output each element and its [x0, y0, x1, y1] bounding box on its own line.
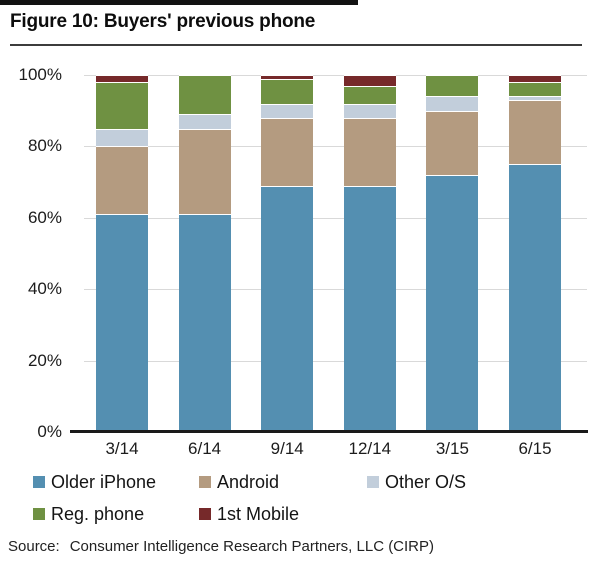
gridline: [84, 289, 587, 291]
legend-label: 1st Mobile: [217, 503, 300, 524]
legend-label: Other O/S: [385, 471, 467, 492]
bar-segment-6-14-android: [178, 128, 231, 215]
source-text: Source: Consumer Intelligence Research Pa…: [8, 538, 434, 555]
y-axis-tick-label: 20%: [27, 350, 62, 370]
legend-item-1st-mobile: 1st Mobile: [199, 503, 299, 525]
bar-segment-3-14-other-o-s: [96, 128, 148, 147]
source-value: Consumer Intelligence Research Partners,…: [69, 538, 435, 555]
x-axis-label: 3/15: [435, 439, 469, 458]
bar-segment-12-14-reg-phone: [343, 85, 396, 104]
bar-segment-6-14-other-o-s: [178, 114, 231, 129]
bar-segment-3-14-1st-mobile: [96, 75, 148, 83]
legend-label: Reg. phone: [51, 503, 145, 524]
legend-item-reg-phone: Reg. phone: [33, 503, 144, 525]
bar-segment-9-14-android: [261, 117, 314, 186]
bar-segment-12-14-older-iphone: [343, 185, 396, 432]
plot-area: [84, 75, 587, 432]
bar-segment-6-15-older-iphone: [509, 164, 561, 432]
legend-label: Android: [217, 471, 280, 492]
gridline: [84, 146, 587, 148]
y-axis-tick-label: 0%: [37, 422, 62, 441]
legend-item-older-iphone: Older iPhone: [33, 471, 156, 493]
gridline: [84, 360, 587, 362]
x-axis-label: 6/14: [188, 439, 222, 458]
legend-label: Older iPhone: [51, 471, 157, 492]
y-axis-tick-label: 80%: [27, 136, 62, 156]
y-axis-tick-label: 60%: [27, 207, 62, 227]
legend-swatch: [33, 476, 45, 488]
legend-swatch: [199, 508, 211, 520]
bar-segment-12-14-other-o-s: [343, 103, 396, 118]
legend-swatch: [367, 476, 379, 488]
bar-segment-3-15-reg-phone: [426, 75, 479, 97]
x-axis-label: 3/14: [105, 439, 139, 458]
legend-item-android: Android: [199, 471, 279, 493]
bar-segment-9-14-other-o-s: [261, 103, 314, 118]
bar-segment-3-15-other-o-s: [426, 96, 479, 111]
x-axis-line: [70, 430, 588, 433]
legend-swatch: [33, 508, 45, 520]
bar-segment-6-14-reg-phone: [178, 75, 231, 115]
bar-segment-9-14-reg-phone: [261, 78, 314, 104]
legend-swatch: [199, 476, 211, 488]
bar-segment-3-14-reg-phone: [96, 82, 148, 129]
bar-segment-12-14-1st-mobile: [343, 75, 396, 86]
y-axis: 100% 80% 60% 40% 20% 0%: [0, 65, 62, 441]
x-axis-label: 9/14: [270, 439, 304, 458]
y-axis-tick-label: 40%: [27, 279, 62, 299]
x-axis-label: 6/15: [518, 439, 552, 458]
bar-segment-6-15-reg-phone: [509, 82, 561, 97]
gridline: [84, 75, 587, 76]
figure-title: Figure 10: Buyers' previous phone: [10, 11, 316, 32]
gridline: [84, 217, 587, 219]
bar-segment-3-15-older-iphone: [426, 174, 479, 432]
bar-segment-6-14-older-iphone: [178, 214, 231, 432]
legend-item-other-o-s: Other O/S: [367, 471, 466, 493]
bar-segment-3-14-older-iphone: [96, 214, 148, 432]
bar-segment-6-15-other-o-s: [509, 96, 561, 100]
y-axis-tick-label: 100%: [18, 65, 62, 84]
source-label: Source:: [8, 538, 60, 555]
bar-segment-9-14-older-iphone: [261, 185, 314, 432]
bar-segment-6-15-android: [509, 100, 561, 165]
title-divider: [10, 44, 582, 46]
x-axis-label: 12/14: [348, 439, 392, 458]
bar-segment-12-14-android: [343, 117, 396, 186]
bar-segment-3-14-android: [96, 146, 148, 215]
bar-segment-9-14-1st-mobile: [261, 75, 314, 79]
top-border-bar: [0, 0, 358, 5]
bar-segment-3-15-android: [426, 110, 479, 175]
bar-segment-6-15-1st-mobile: [509, 75, 561, 83]
